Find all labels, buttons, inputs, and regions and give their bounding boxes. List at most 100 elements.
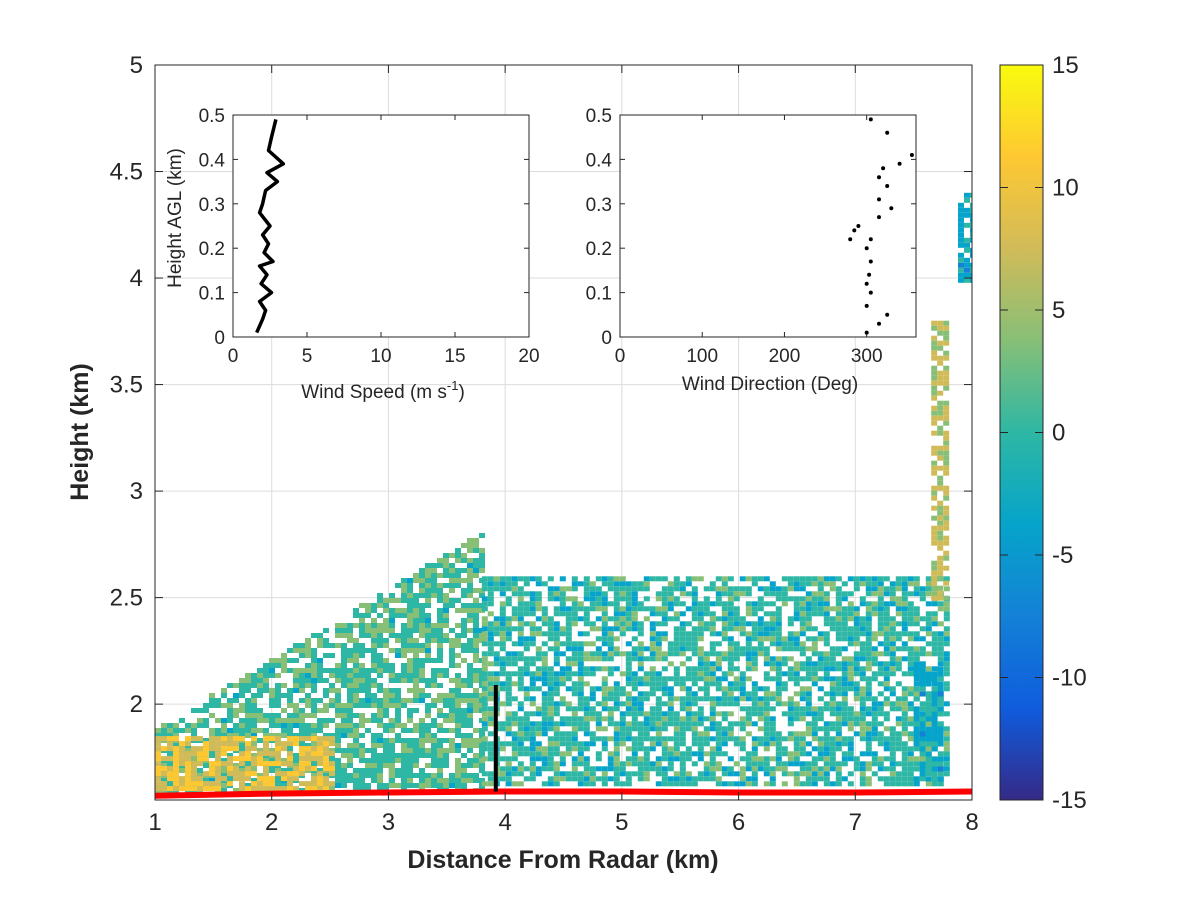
- velocity-cell: [769, 641, 776, 647]
- velocity-cell: [377, 778, 383, 783]
- velocity-cell: [613, 776, 620, 782]
- velocity-cell: [901, 646, 908, 652]
- velocity-cell: [715, 736, 722, 742]
- velocity-cell: [161, 746, 167, 752]
- velocity-cell: [227, 778, 233, 783]
- velocity-cell: [799, 576, 806, 582]
- velocity-cell: [673, 781, 680, 787]
- velocity-cell: [227, 718, 233, 723]
- velocity-cell: [613, 766, 620, 772]
- velocity-cell: [937, 345, 944, 351]
- velocity-cell: [793, 611, 800, 617]
- velocity-cell: [437, 743, 443, 748]
- velocity-cell: [679, 641, 686, 647]
- velocity-cell: [931, 460, 938, 466]
- velocity-cell: [715, 616, 722, 622]
- velocity-cell: [401, 668, 407, 673]
- velocity-cell: [341, 723, 347, 728]
- velocity-cell: [829, 586, 836, 592]
- velocity-cell: [937, 465, 944, 471]
- velocity-cell: [547, 646, 554, 652]
- velocity-cell: [571, 711, 578, 717]
- velocity-cell: [697, 631, 704, 637]
- velocity-cell: [263, 766, 269, 772]
- velocity-cell: [829, 756, 836, 762]
- velocity-cell: [703, 626, 710, 632]
- velocity-cell: [937, 415, 944, 421]
- velocity-cell: [481, 716, 488, 722]
- velocity-cell: [745, 721, 752, 727]
- velocity-cell: [661, 771, 668, 777]
- velocity-cell: [565, 671, 572, 677]
- velocity-cell: [305, 733, 311, 738]
- velocity-cell: [595, 596, 602, 602]
- velocity-cell: [317, 633, 323, 638]
- inset2-axes-box: [619, 114, 917, 338]
- velocity-cell: [209, 781, 215, 787]
- velocity-cell: [937, 400, 944, 406]
- velocity-cell: [523, 661, 530, 667]
- velocity-cell: [703, 736, 710, 742]
- velocity-cell: [913, 586, 920, 592]
- velocity-cell: [431, 678, 437, 683]
- velocity-cell: [419, 628, 425, 633]
- velocity-cell: [517, 591, 524, 597]
- velocity-cell: [275, 751, 281, 757]
- velocity-cell: [931, 380, 938, 386]
- velocity-cell: [481, 636, 488, 642]
- velocity-cell: [943, 485, 950, 491]
- velocity-cell: [637, 606, 644, 612]
- velocity-cell: [709, 616, 716, 622]
- velocity-cell: [377, 603, 383, 608]
- velocity-cell: [449, 568, 455, 573]
- velocity-cell: [805, 711, 812, 717]
- velocity-cell: [419, 733, 425, 738]
- velocity-cell: [823, 581, 830, 587]
- velocity-cell: [455, 573, 461, 578]
- velocity-cell: [257, 708, 263, 713]
- velocity-cell: [769, 586, 776, 592]
- velocity-cell: [970, 272, 972, 278]
- velocity-cell: [655, 741, 662, 747]
- velocity-cell: [389, 723, 395, 728]
- velocity-cell: [913, 731, 920, 737]
- velocity-cell: [811, 596, 818, 602]
- velocity-cell: [655, 761, 662, 767]
- velocity-cell: [215, 776, 221, 782]
- inset2-ytick-label: 0.5: [586, 106, 612, 127]
- velocity-cell: [419, 643, 425, 648]
- velocity-cell: [763, 766, 770, 772]
- velocity-cell: [877, 606, 884, 612]
- velocity-cell: [275, 768, 281, 773]
- velocity-cell: [727, 736, 734, 742]
- velocity-cell: [619, 581, 626, 587]
- velocity-cell: [871, 696, 878, 702]
- velocity-cell: [799, 626, 806, 632]
- velocity-cell: [661, 601, 668, 607]
- velocity-cell: [835, 741, 842, 747]
- velocity-cell: [823, 591, 830, 597]
- velocity-cell: [631, 621, 638, 627]
- velocity-cell: [829, 621, 836, 627]
- inset2-ytick-label: 0.3: [586, 195, 612, 216]
- velocity-cell: [341, 773, 347, 778]
- velocity-cell: [191, 751, 197, 757]
- velocity-cell: [287, 776, 293, 782]
- velocity-cell: [649, 716, 656, 722]
- velocity-cell: [871, 606, 878, 612]
- velocity-cell: [479, 558, 485, 563]
- velocity-cell: [775, 701, 782, 707]
- velocity-cell: [703, 596, 710, 602]
- velocity-cell: [559, 606, 566, 612]
- velocity-cell: [293, 786, 299, 792]
- velocity-cell: [511, 626, 518, 632]
- velocity-cell: [859, 676, 866, 682]
- inset1-xtick-label: 10: [370, 346, 391, 367]
- velocity-cell: [943, 616, 950, 622]
- velocity-cell: [787, 771, 794, 777]
- velocity-cell: [925, 581, 932, 587]
- velocity-cell: [547, 626, 554, 632]
- velocity-cell: [401, 703, 407, 708]
- velocity-cell: [667, 696, 674, 702]
- velocity-cell: [601, 601, 608, 607]
